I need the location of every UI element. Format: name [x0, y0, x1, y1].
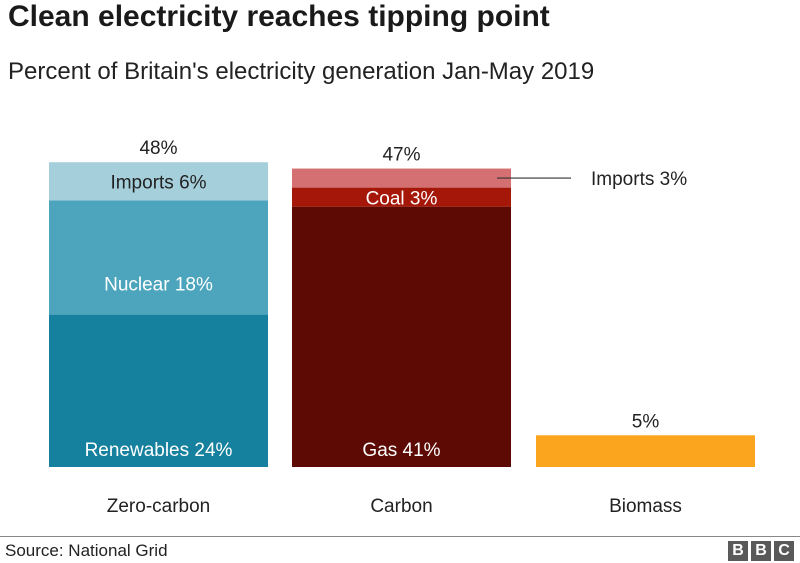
data-label-zero-carbon-renewables: Renewables 24%: [85, 440, 233, 461]
data-label-zero-carbon-imports: Imports 6%: [110, 172, 206, 193]
source-note: Source: National Grid: [5, 541, 168, 560]
bar-segment-biomass-biomass: [536, 435, 755, 467]
data-label-carbon-gas: Gas 41%: [362, 440, 440, 461]
category-label-biomass: Biomass: [609, 496, 682, 517]
chart-title: Clean electricity reaches tipping point: [8, 0, 550, 33]
bbc-logo-letter: C: [774, 541, 794, 561]
category-label-carbon: Carbon: [370, 496, 432, 517]
bar-segment-carbon-gas: [292, 206, 511, 467]
data-label-carbon-coal: Coal 3%: [366, 189, 438, 210]
data-label-zero-carbon-nuclear: Nuclear 18%: [104, 274, 213, 295]
total-label-carbon: 47%: [382, 145, 420, 166]
total-label-biomass: 5%: [632, 411, 660, 432]
stacked-bar-chart: Renewables 24% Nuclear 18% Imports 6% 48% Ze…: [49, 138, 755, 517]
bbc-logo-letter: B: [751, 541, 771, 561]
data-label-carbon-imports: Imports 3%: [591, 169, 687, 190]
bar-segment-zero-carbon-nuclear: [49, 200, 268, 315]
bbc-logo-letter: B: [728, 541, 748, 561]
category-label-zero-carbon: Zero-carbon: [107, 496, 211, 517]
chart-subtitle: Percent of Britain's electricity generat…: [8, 58, 595, 85]
bar-segment-carbon-coal: [292, 187, 511, 207]
bar-segment-zero-carbon-imports: [49, 162, 268, 201]
bar-segment-zero-carbon-renewables: [49, 314, 268, 467]
bbc-logo: B B C: [728, 541, 794, 561]
total-label-zero-carbon: 48%: [139, 138, 177, 159]
bar-segment-carbon-imports: [292, 168, 511, 188]
footer-divider: [0, 536, 800, 537]
